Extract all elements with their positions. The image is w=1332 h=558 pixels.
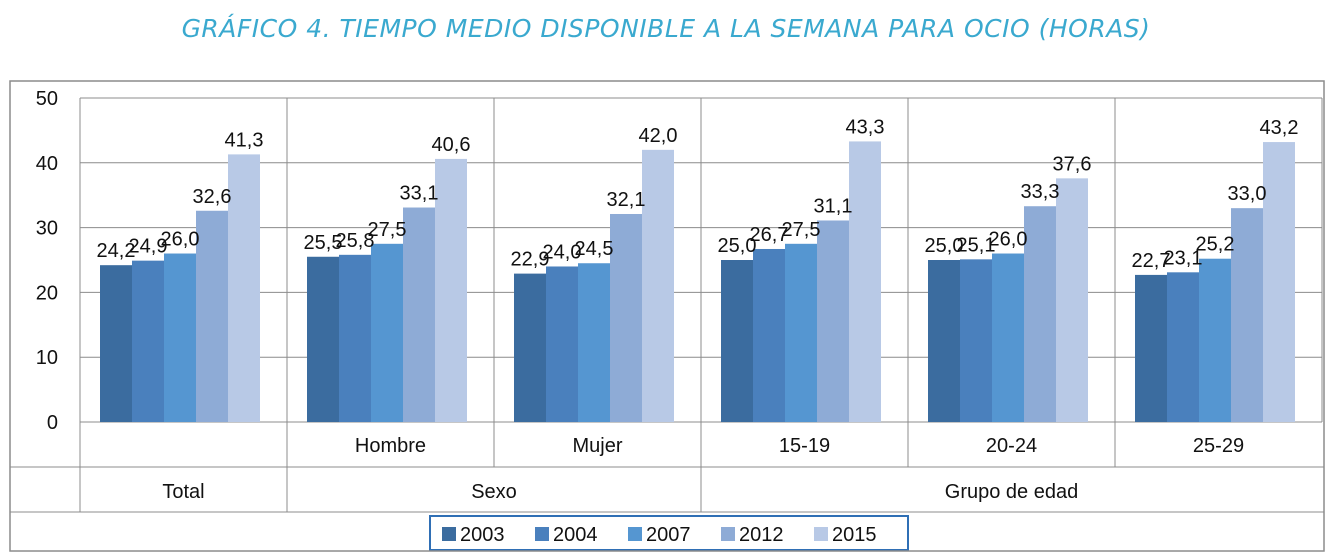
category-label-25-29: 25-29 bbox=[1193, 435, 1244, 457]
bar-2003-Mujer bbox=[514, 273, 546, 422]
legend-box bbox=[429, 515, 909, 551]
group-labels: Total Sexo Grupo de edad bbox=[162, 481, 1078, 503]
data-label-2015-25-29: 43,2 bbox=[1260, 117, 1299, 139]
data-label-2007-Total: 26,0 bbox=[161, 229, 200, 251]
category-label-20-24: 20-24 bbox=[986, 435, 1037, 457]
data-label-2012-25-29: 33,0 bbox=[1228, 183, 1267, 205]
data-label-2015-20-24: 37,6 bbox=[1053, 153, 1092, 175]
bar-2015-Total bbox=[228, 154, 260, 422]
bar-2007-Total bbox=[164, 253, 196, 422]
data-label-2004-Total: 24,9 bbox=[129, 236, 168, 258]
data-label-2012-Mujer: 32,1 bbox=[607, 189, 646, 211]
bar-2012-Total bbox=[196, 210, 228, 422]
legend-label-2012: 2012 bbox=[739, 524, 784, 546]
group-label-2: Grupo de edad bbox=[945, 481, 1078, 503]
bar-2012-20-24 bbox=[1024, 206, 1056, 422]
data-label-2015-Total: 41,3 bbox=[225, 129, 264, 151]
bar-2015-25-29 bbox=[1263, 142, 1295, 422]
y-tick-label-30: 30 bbox=[36, 218, 58, 240]
chart-frame bbox=[9, 80, 1325, 552]
bars bbox=[100, 141, 1295, 423]
y-tick-label-20: 20 bbox=[36, 282, 58, 304]
bar-2004-15-19 bbox=[753, 248, 785, 422]
data-label-2015-Mujer: 42,0 bbox=[639, 125, 678, 147]
data-label-2004-25-29: 23,1 bbox=[1164, 247, 1203, 269]
data-label-2007-20-24: 26,0 bbox=[989, 229, 1028, 251]
bar-2012-15-19 bbox=[817, 220, 849, 422]
category-label-Hombre: Hombre bbox=[355, 435, 426, 457]
category-labels: Hombre Mujer 15-19 20-24 25-29 bbox=[355, 435, 1244, 457]
bar-2015-20-24 bbox=[1056, 178, 1088, 422]
data-label-2012-Total: 32,6 bbox=[193, 186, 232, 208]
bar-2004-20-24 bbox=[960, 259, 992, 422]
bar-2012-Mujer bbox=[610, 213, 642, 422]
bar-2003-20-24 bbox=[928, 260, 960, 422]
legend-swatch-2003 bbox=[442, 527, 456, 541]
data-label-2015-15-19: 43,3 bbox=[846, 116, 885, 138]
bar-2003-15-19 bbox=[721, 260, 753, 422]
data-label-2004-20-24: 25,1 bbox=[957, 234, 996, 256]
data-label-2004-Hombre: 25,8 bbox=[336, 230, 375, 252]
bar-2004-Total bbox=[132, 260, 164, 422]
bar-2007-Hombre bbox=[371, 243, 403, 422]
bar-2007-20-24 bbox=[992, 253, 1024, 422]
bar-2004-Hombre bbox=[339, 254, 371, 422]
data-label-2004-15-19: 26,7 bbox=[750, 224, 789, 246]
bar-2003-Hombre bbox=[307, 256, 339, 422]
y-tick-label-50: 50 bbox=[36, 88, 58, 110]
data-label-2007-Mujer: 24,5 bbox=[575, 238, 614, 260]
data-label-2012-Hombre: 33,1 bbox=[400, 183, 439, 205]
y-tick-label-40: 40 bbox=[36, 153, 58, 175]
data-label-2003-25-29: 22,7 bbox=[1132, 250, 1171, 272]
y-axis-ticks: 0 10 20 30 40 50 bbox=[36, 88, 58, 434]
bar-2015-Hombre bbox=[435, 158, 467, 423]
bar-2007-Mujer bbox=[578, 263, 610, 422]
bar-2007-25-29 bbox=[1199, 258, 1231, 422]
bar-2012-Hombre bbox=[403, 207, 435, 422]
legend-label-2015: 2015 bbox=[832, 524, 877, 546]
data-label-2007-Hombre: 27,5 bbox=[368, 219, 407, 241]
legend-swatch-2015 bbox=[814, 527, 828, 541]
category-separators bbox=[10, 98, 1324, 513]
bar-2003-25-29 bbox=[1135, 274, 1167, 422]
data-labels: 24,224,926,032,641,325,525,827,533,140,6… bbox=[97, 116, 1299, 271]
legend-label-2003: 2003 bbox=[460, 524, 505, 546]
data-label-2007-25-29: 25,2 bbox=[1196, 234, 1235, 256]
data-label-2007-15-19: 27,5 bbox=[782, 219, 821, 241]
data-label-2004-Mujer: 24,0 bbox=[543, 241, 582, 263]
y-tick-label-0: 0 bbox=[47, 412, 58, 434]
bar-2004-Mujer bbox=[546, 266, 578, 422]
data-label-2003-20-24: 25,0 bbox=[925, 235, 964, 257]
legend-label-2004: 2004 bbox=[553, 524, 598, 546]
chart-title: GRÁFICO 4. TIEMPO MEDIO DISPONIBLE A LA … bbox=[181, 14, 1151, 43]
category-label-Mujer: Mujer bbox=[572, 435, 622, 457]
data-label-2015-Hombre: 40,6 bbox=[432, 134, 471, 156]
bar-2007-15-19 bbox=[785, 243, 817, 422]
bar-2004-25-29 bbox=[1167, 272, 1199, 422]
bar-2003-Total bbox=[100, 265, 132, 422]
category-label-15-19: 15-19 bbox=[779, 435, 830, 457]
legend-label-2007: 2007 bbox=[646, 524, 691, 546]
bar-2012-25-29 bbox=[1231, 208, 1263, 422]
category-label-Total: Total bbox=[162, 481, 204, 503]
legend-swatch-2012 bbox=[721, 527, 735, 541]
bar-2015-Mujer bbox=[642, 149, 674, 422]
data-label-2003-Mujer: 22,9 bbox=[511, 249, 550, 271]
legend-swatch-2004 bbox=[535, 527, 549, 541]
data-label-2012-15-19: 31,1 bbox=[814, 195, 853, 217]
data-label-2003-Total: 24,2 bbox=[97, 240, 136, 262]
data-label-2003-Hombre: 25,5 bbox=[304, 232, 343, 254]
legend-swatch-2007 bbox=[628, 527, 642, 541]
group-label-1: Sexo bbox=[471, 481, 517, 503]
data-label-2012-20-24: 33,3 bbox=[1021, 181, 1060, 203]
data-label-2003-15-19: 25,0 bbox=[718, 235, 757, 257]
legend: 2003 2004 2007 2012 2015 bbox=[429, 515, 909, 551]
y-tick-label-10: 10 bbox=[36, 347, 58, 369]
bar-2015-15-19 bbox=[849, 141, 881, 422]
